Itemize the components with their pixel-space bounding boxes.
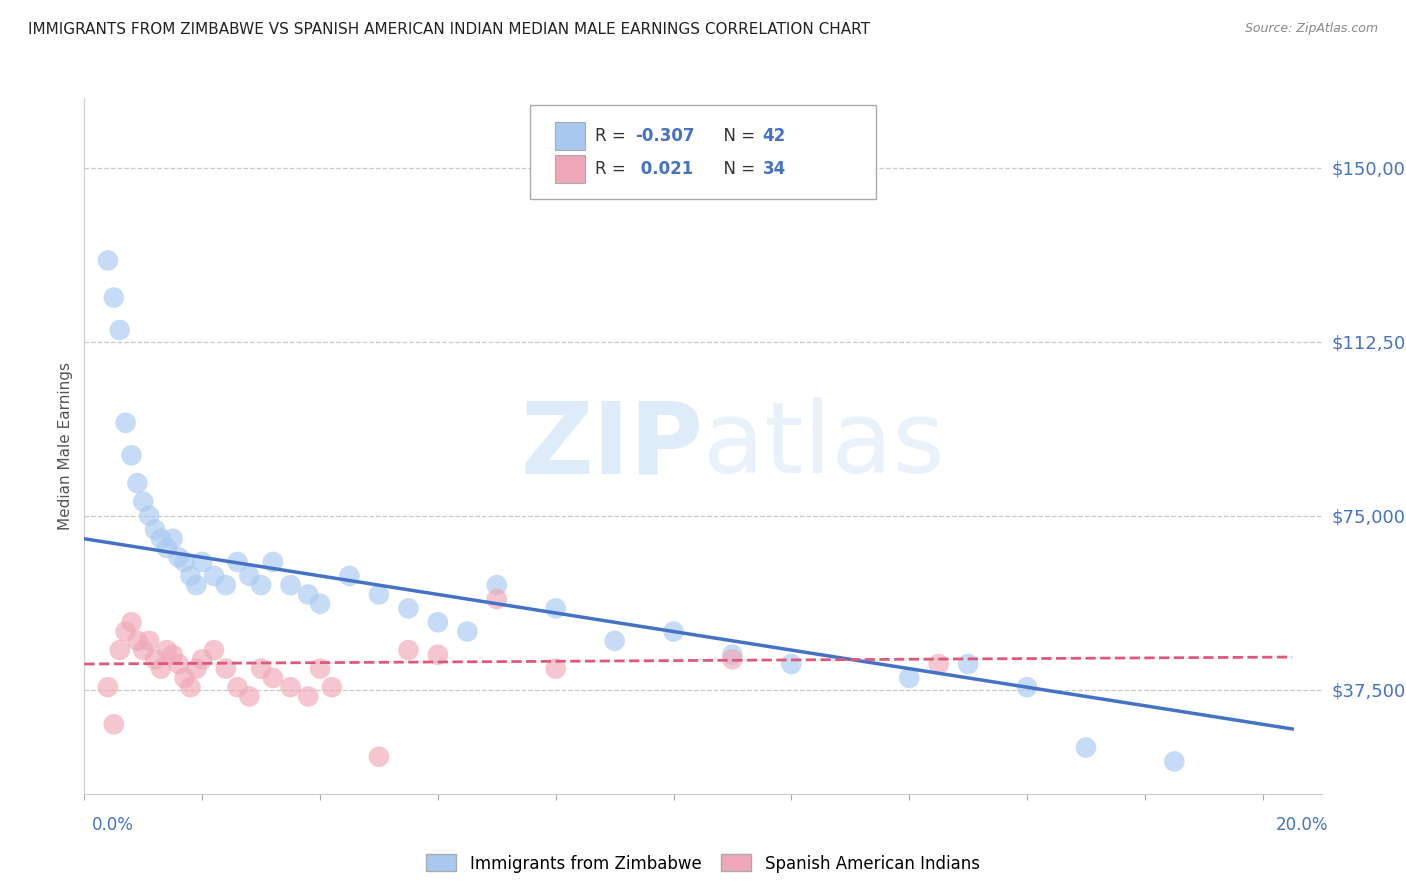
Point	[898, 671, 921, 685]
Text: -0.307: -0.307	[636, 128, 695, 145]
Point	[132, 643, 155, 657]
Point	[957, 657, 980, 671]
Point	[162, 648, 184, 662]
Point	[280, 680, 302, 694]
Point	[167, 550, 190, 565]
Point	[114, 416, 136, 430]
Point	[780, 657, 803, 671]
Point	[191, 555, 214, 569]
Text: 34: 34	[762, 160, 786, 178]
Point	[121, 615, 143, 630]
Point	[149, 532, 172, 546]
Y-axis label: Median Male Earnings: Median Male Earnings	[58, 362, 73, 530]
FancyBboxPatch shape	[554, 155, 585, 183]
Point	[485, 578, 508, 592]
Point	[179, 569, 201, 583]
Point	[238, 690, 260, 704]
Text: 20.0%: 20.0%	[1277, 816, 1329, 834]
Point	[456, 624, 478, 639]
Point	[396, 643, 419, 657]
Point	[262, 555, 284, 569]
Point	[544, 601, 567, 615]
Point	[143, 652, 166, 666]
Point	[426, 648, 449, 662]
Point	[127, 476, 149, 491]
Point	[186, 578, 208, 592]
Point	[103, 291, 125, 305]
Point	[396, 601, 419, 615]
Point	[1163, 755, 1185, 769]
Point	[280, 578, 302, 592]
Point	[309, 597, 332, 611]
Point	[156, 643, 179, 657]
Point	[202, 643, 225, 657]
Point	[143, 523, 166, 537]
Point	[262, 671, 284, 685]
Point	[603, 633, 626, 648]
Point	[721, 648, 744, 662]
Point	[928, 657, 950, 671]
Point	[721, 652, 744, 666]
Point	[97, 253, 120, 268]
Point	[238, 569, 260, 583]
Point	[127, 633, 149, 648]
Point	[226, 555, 249, 569]
Point	[368, 749, 391, 764]
Point	[173, 671, 195, 685]
Point	[103, 717, 125, 731]
Text: R =: R =	[595, 160, 631, 178]
Point	[179, 680, 201, 694]
Point	[321, 680, 343, 694]
Point	[138, 633, 160, 648]
Text: N =: N =	[713, 128, 761, 145]
Point	[1074, 740, 1097, 755]
Text: R =: R =	[595, 128, 631, 145]
Text: IMMIGRANTS FROM ZIMBABWE VS SPANISH AMERICAN INDIAN MEDIAN MALE EARNINGS CORRELA: IMMIGRANTS FROM ZIMBABWE VS SPANISH AMER…	[28, 22, 870, 37]
Point	[173, 555, 195, 569]
Point	[309, 662, 332, 676]
FancyBboxPatch shape	[530, 105, 876, 199]
Point	[191, 652, 214, 666]
Point	[108, 643, 131, 657]
Point	[1015, 680, 1038, 694]
Text: 0.021: 0.021	[636, 160, 693, 178]
Text: 42: 42	[762, 128, 786, 145]
Point	[250, 662, 273, 676]
Point	[108, 323, 131, 337]
Point	[226, 680, 249, 694]
Point	[114, 624, 136, 639]
Point	[339, 569, 361, 583]
Text: atlas: atlas	[703, 398, 945, 494]
Point	[426, 615, 449, 630]
Point	[250, 578, 273, 592]
Point	[297, 587, 319, 601]
Point	[544, 662, 567, 676]
Point	[138, 508, 160, 523]
Point	[167, 657, 190, 671]
Point	[156, 541, 179, 555]
Point	[215, 578, 238, 592]
Point	[202, 569, 225, 583]
Point	[662, 624, 685, 639]
Text: 0.0%: 0.0%	[91, 816, 134, 834]
Point	[485, 592, 508, 607]
Text: N =: N =	[713, 160, 761, 178]
Text: Source: ZipAtlas.com: Source: ZipAtlas.com	[1244, 22, 1378, 36]
Text: ZIP: ZIP	[520, 398, 703, 494]
Point	[121, 448, 143, 462]
Legend: Immigrants from Zimbabwe, Spanish American Indians: Immigrants from Zimbabwe, Spanish Americ…	[419, 847, 987, 880]
Point	[149, 662, 172, 676]
Point	[368, 587, 391, 601]
FancyBboxPatch shape	[554, 122, 585, 150]
Point	[186, 662, 208, 676]
Point	[297, 690, 319, 704]
Point	[132, 494, 155, 508]
Point	[97, 680, 120, 694]
Point	[162, 532, 184, 546]
Point	[215, 662, 238, 676]
